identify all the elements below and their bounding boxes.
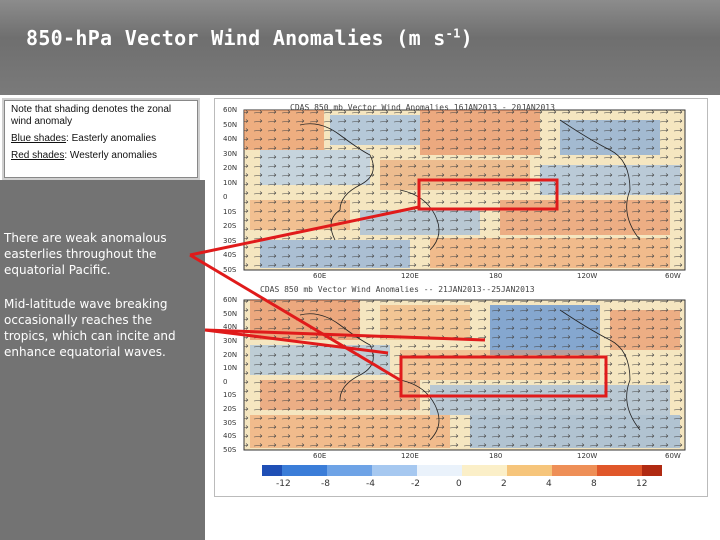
colorbar-tick-label: 8 — [591, 479, 597, 489]
lon-label: 60E — [313, 452, 327, 460]
lon-label: 60W — [665, 272, 681, 280]
title-closing: ) — [460, 26, 474, 50]
lat-label: 30S — [223, 418, 237, 427]
lat-label: 60N — [223, 296, 238, 304]
lat-label: 50N — [223, 309, 238, 318]
lat-label: 30N — [223, 336, 238, 345]
red-shades-label: Red shades — [11, 150, 65, 161]
lat-label: 40N — [223, 323, 238, 332]
title-superscript: -1 — [445, 26, 461, 41]
colorbar-tick-label: -2 — [411, 479, 420, 489]
lat-label: 10S — [223, 207, 237, 216]
lon-label: 120E — [401, 272, 419, 280]
top-map — [243, 109, 686, 271]
lat-label: 20S — [223, 405, 237, 414]
slide-title: 850-hPa Vector Wind Anomalies (m s-1) — [26, 26, 473, 50]
lat-label: 20N — [223, 164, 238, 173]
lat-label: 0 — [223, 377, 228, 386]
lat-label: 10N — [223, 178, 238, 187]
colorbar-tick-label: 2 — [501, 479, 507, 489]
bottom-map — [243, 299, 686, 451]
blue-shades-label: Blue shades — [11, 133, 67, 144]
colorbar-tick-label: -4 — [366, 479, 375, 489]
lat-label: 20N — [223, 350, 238, 359]
slide-title-bar: 850-hPa Vector Wind Anomalies (m s-1) — [0, 0, 720, 95]
colorbar-tick-label: 12 — [636, 479, 648, 489]
annotation-panel: There are weak anomalous easterlies thro… — [0, 180, 205, 540]
colorbar-tick-label: 4 — [546, 479, 552, 489]
note-blue: Blue shades: Easterly anomalies — [11, 133, 191, 145]
red-shades-text: : Westerly anomalies — [64, 150, 158, 161]
lon-label: 120W — [577, 272, 598, 280]
colorbar-tick-label: 0 — [456, 479, 462, 489]
lat-label: 50S — [223, 446, 237, 454]
lon-label: 120E — [401, 452, 419, 460]
lat-label: 50N — [223, 120, 238, 129]
bottom-map-title: CDAS 850 mb Vector Wind Anomalies -- 21J… — [260, 285, 535, 294]
lon-label: 60W — [665, 452, 681, 460]
lat-label: 30S — [223, 236, 237, 245]
lat-label: 30N — [223, 149, 238, 158]
shading-note-box: Note that shading denotes the zonal wind… — [4, 100, 198, 178]
lat-label: 40S — [223, 432, 237, 441]
note-line: Note that shading denotes the zonal wind… — [11, 104, 172, 127]
lon-label: 60E — [313, 272, 327, 280]
lat-label: 40N — [223, 135, 238, 144]
colorbar-tick-label: -12 — [276, 479, 291, 489]
blue-shades-text: : Easterly anomalies — [66, 133, 157, 144]
wave-breaking-annotation: Mid-latitude wave breaking occasionally … — [4, 297, 176, 359]
lat-label: 20S — [223, 222, 237, 231]
lat-label: 10N — [223, 364, 238, 373]
lat-label: 10S — [223, 391, 237, 400]
lat-label: 0 — [223, 193, 228, 202]
annotation-arrows — [189, 205, 486, 382]
lat-label: 60N — [223, 106, 238, 114]
colorbar — [262, 465, 662, 476]
lat-label: 40S — [223, 251, 237, 260]
note-red: Red shades: Westerly anomalies — [11, 150, 191, 162]
lon-label: 180 — [489, 272, 503, 280]
top-map-title: CDAS 850 mb Vector Wind Anomalies 16JAN2… — [290, 103, 555, 112]
lat-label: 50S — [223, 266, 237, 274]
colorbar-tick-label: -8 — [321, 479, 330, 489]
lon-label: 180 — [489, 452, 503, 460]
easterlies-annotation: There are weak anomalous easterlies thro… — [4, 231, 167, 277]
lon-label: 120W — [577, 452, 598, 460]
title-text: 850-hPa Vector Wind Anomalies (m s — [26, 26, 446, 50]
